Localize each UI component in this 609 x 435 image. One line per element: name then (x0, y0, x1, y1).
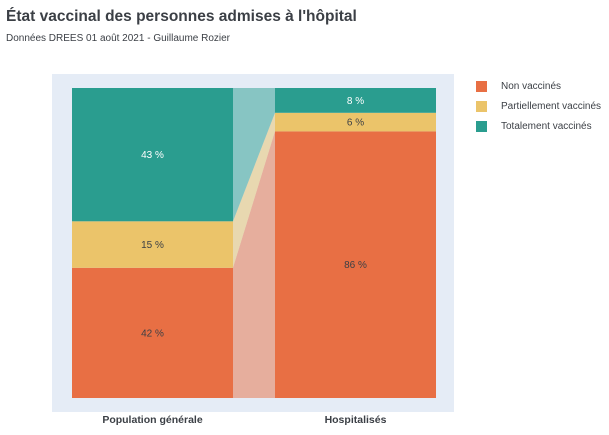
bar-hospitalises-totalement-vaccines (275, 88, 436, 113)
bar-label-population-generale-totalement-vaccines: 43 % (141, 150, 164, 161)
bar-label-hospitalises-totalement-vaccines: 8 % (347, 96, 364, 107)
chart-legend: Non vaccinés Partiellement vaccinés Tota… (476, 76, 601, 136)
bar-label-population-generale-partiellement-vaccines: 15 % (141, 240, 164, 251)
legend-swatch-partiellement-vaccines (476, 100, 487, 112)
bar-population-generale-non-vaccines (72, 267, 233, 398)
bar-label-population-generale-non-vaccines: 42 % (141, 328, 164, 339)
legend-item-totalement-vaccines[interactable]: Totalement vaccinés (476, 116, 601, 136)
x-tick-label-population-generale: Population générale (102, 414, 203, 426)
bar-hospitalises-non-vaccines (275, 131, 436, 398)
legend-swatch-totalement-vaccines (476, 120, 487, 132)
legend-swatch-non-vaccines (476, 80, 487, 92)
chart-title: État vaccinal des personnes admises à l'… (6, 8, 357, 25)
legend-label-totalement-vaccines: Totalement vaccinés (501, 120, 592, 132)
bar-label-hospitalises-partiellement-vaccines: 6 % (347, 118, 364, 129)
legend-item-non-vaccines[interactable]: Non vaccinés (476, 76, 601, 96)
connector-non-vaccines (233, 131, 275, 398)
legend-label-partiellement-vaccines: Partiellement vaccinés (501, 100, 602, 112)
x-tick-label-hospitalises: Hospitalisés (325, 414, 387, 426)
connector-totalement-vaccines (233, 88, 275, 222)
legend-label-non-vaccines: Non vaccinés (501, 80, 562, 92)
bar-hospitalises-partiellement-vaccines (275, 112, 436, 132)
connector-partiellement-vaccines (233, 112, 275, 268)
chart-subtitle: Données DREES 01 août 2021 - Guillaume R… (6, 33, 231, 44)
bar-label-hospitalises-non-vaccines: 86 % (344, 260, 367, 271)
bar-population-generale-totalement-vaccines (72, 88, 233, 222)
legend-item-partiellement-vaccines[interactable]: Partiellement vaccinés (476, 96, 601, 116)
bar-population-generale-partiellement-vaccines (72, 221, 233, 268)
